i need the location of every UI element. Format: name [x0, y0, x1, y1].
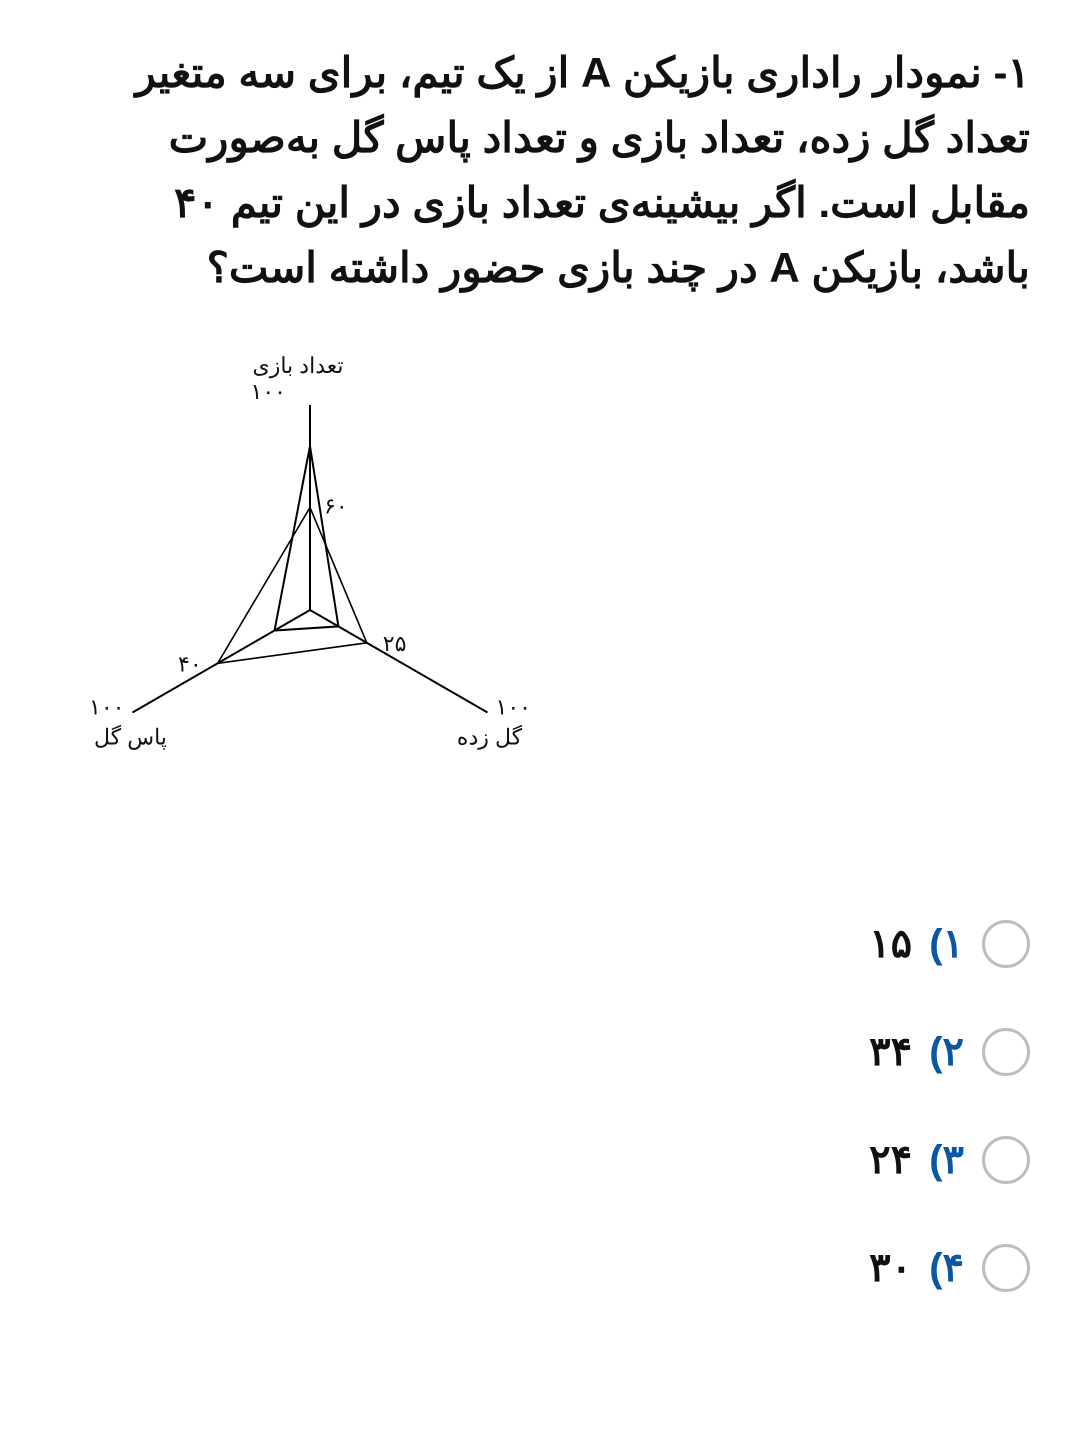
svg-text:۱۰۰: ۱۰۰ — [89, 695, 124, 720]
option-1[interactable]: ۱) ۱۵ — [50, 920, 1030, 968]
option-3-val: ۲۴ — [869, 1138, 912, 1182]
svg-text:گل زده: گل زده — [457, 725, 523, 751]
option-3-label: ۳) ۲۴ — [869, 1137, 964, 1183]
option-4-label: ۴) ۳۰ — [869, 1245, 964, 1291]
option-1-val: ۱۵ — [869, 922, 912, 966]
radio-icon[interactable] — [982, 920, 1030, 968]
option-4-num: ۴) — [929, 1246, 964, 1290]
option-3-num: ۳) — [929, 1138, 964, 1182]
answer-options: ۱) ۱۵ ۲) ۳۴ ۳) ۲۴ ۴) ۳۰ — [50, 920, 1030, 1292]
question-page: ۱- نمودار راداری بازیکن A از یک تیم، برا… — [0, 0, 1080, 1292]
radio-icon[interactable] — [982, 1028, 1030, 1076]
option-2-val: ۳۴ — [869, 1030, 912, 1074]
svg-text:۴۰: ۴۰ — [178, 652, 202, 677]
radar-chart: ۶۰۲۵۴۰تعداد بازی۱۰۰۱۰۰گل زده۱۰۰پاس گل — [80, 340, 1030, 860]
radio-icon[interactable] — [982, 1244, 1030, 1292]
option-2-num: ۲) — [929, 1030, 964, 1074]
option-3[interactable]: ۳) ۲۴ — [50, 1136, 1030, 1184]
svg-text:پاس گل: پاس گل — [94, 725, 167, 751]
option-1-label: ۱) ۱۵ — [869, 921, 964, 967]
svg-text:۱۰۰: ۱۰۰ — [251, 379, 286, 404]
svg-text:۶۰: ۶۰ — [324, 494, 348, 519]
option-2[interactable]: ۲) ۳۴ — [50, 1028, 1030, 1076]
question-text: ۱- نمودار راداری بازیکن A از یک تیم، برا… — [50, 40, 1030, 300]
svg-text:تعداد بازی: تعداد بازی — [253, 353, 344, 379]
option-4[interactable]: ۴) ۳۰ — [50, 1244, 1030, 1292]
question-line-1: نمودار راداری بازیکن A از یک تیم، برای س… — [135, 49, 981, 96]
question-line-4: باشد، بازیکن A در چند بازی حضور داشته اس… — [207, 244, 1030, 291]
svg-text:۱۰۰: ۱۰۰ — [496, 695, 531, 720]
option-2-label: ۲) ۳۴ — [869, 1029, 964, 1075]
svg-text:۲۵: ۲۵ — [383, 631, 407, 656]
option-4-val: ۳۰ — [869, 1246, 912, 1290]
question-line-2: تعداد گل زده، تعداد بازی و تعداد پاس گل … — [169, 114, 1030, 161]
question-number: ۱- — [993, 49, 1030, 96]
radio-icon[interactable] — [982, 1136, 1030, 1184]
question-line-3: مقابل است. اگر بیشینه‌ی تعداد بازی در ای… — [174, 179, 1030, 226]
option-1-num: ۱) — [929, 922, 964, 966]
